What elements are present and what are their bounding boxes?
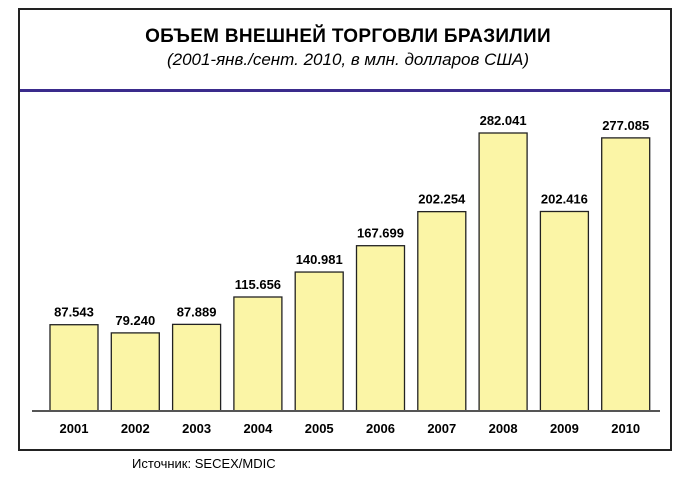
x-tick-label: 2004 xyxy=(243,421,273,436)
bar-2009 xyxy=(539,210,590,412)
x-tick-label: 2005 xyxy=(305,421,334,436)
bar-2005 xyxy=(294,271,344,412)
x-tick-label: 2006 xyxy=(366,421,395,436)
data-label-2002: 79.240 xyxy=(115,313,155,328)
x-tick-label: 2002 xyxy=(121,421,150,436)
x-tick-label: 2001 xyxy=(60,421,89,436)
x-tick-label: 2003 xyxy=(182,421,211,436)
chart-frame xyxy=(18,8,672,451)
bar-2006 xyxy=(355,245,406,412)
data-label-2007: 202.254 xyxy=(418,192,466,207)
bar-2008 xyxy=(478,132,528,412)
data-label-2006: 167.699 xyxy=(357,226,404,241)
bar-2002 xyxy=(110,332,160,412)
data-label-2009: 202.416 xyxy=(541,191,588,206)
bar-2010 xyxy=(601,137,651,412)
x-tick-label: 2008 xyxy=(489,421,518,436)
data-label-2005: 140.981 xyxy=(296,252,343,267)
chart-title: ОБЪЕМ ВНЕШНЕЙ ТОРГОВЛИ БРАЗИЛИИ xyxy=(145,26,551,47)
chart-subtitle: (2001-янв./сент. 2010, в млн. долларов С… xyxy=(166,50,530,69)
x-tick-label: 2010 xyxy=(611,421,640,436)
data-label-2001: 87.543 xyxy=(54,305,94,320)
data-label-2010: 277.085 xyxy=(602,118,649,133)
bar-2007 xyxy=(417,210,467,412)
x-tick-label: 2007 xyxy=(427,421,456,436)
data-label-2004: 115.656 xyxy=(235,277,281,292)
data-label-2003: 87.889 xyxy=(177,304,217,319)
bar-2003 xyxy=(171,323,222,412)
source-note: Источник: SECEX/MDIC xyxy=(132,456,276,471)
bar-2001 xyxy=(49,324,99,412)
data-label-2008: 282.041 xyxy=(480,113,527,128)
title-divider xyxy=(20,89,670,92)
x-tick-label: 2009 xyxy=(550,421,579,436)
bar-2004 xyxy=(233,296,283,412)
